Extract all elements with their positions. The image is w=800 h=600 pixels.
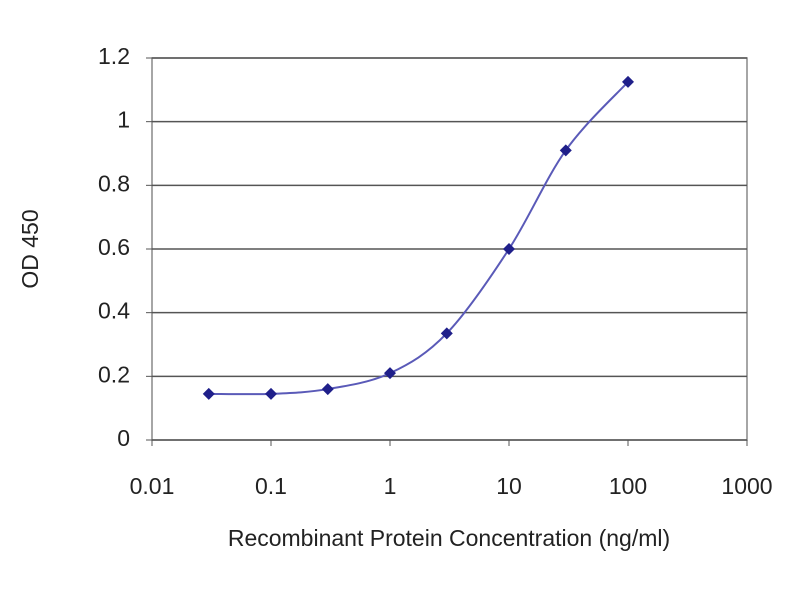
y-tick-label: 0.2 [98, 361, 130, 387]
y-axis-label: OD 450 [17, 209, 43, 288]
marker [384, 367, 396, 380]
marker [202, 387, 215, 400]
x-axis-label: Recombinant Protein Concentration (ng/ml… [228, 525, 670, 551]
marker [265, 387, 277, 400]
y-tick-label: 1 [117, 107, 130, 133]
marker [440, 327, 453, 340]
y-tick-label: 1.2 [98, 43, 130, 69]
x-tick-label: 0.1 [255, 473, 287, 499]
marker [622, 75, 634, 88]
y-tick-label: 0 [117, 425, 130, 451]
y-tick-label: 0.8 [98, 170, 130, 196]
y-tick-label: 0.6 [98, 234, 130, 260]
x-tick-label: 100 [609, 473, 647, 499]
y-tick-label: 0.4 [98, 298, 130, 324]
marker [559, 144, 572, 157]
x-tick-label: 1 [384, 473, 397, 499]
x-tick-label: 0.01 [130, 473, 175, 499]
x-tick-label: 1000 [721, 473, 772, 499]
marker [321, 383, 334, 396]
x-tick-label: 10 [496, 473, 522, 499]
marker [503, 243, 515, 255]
